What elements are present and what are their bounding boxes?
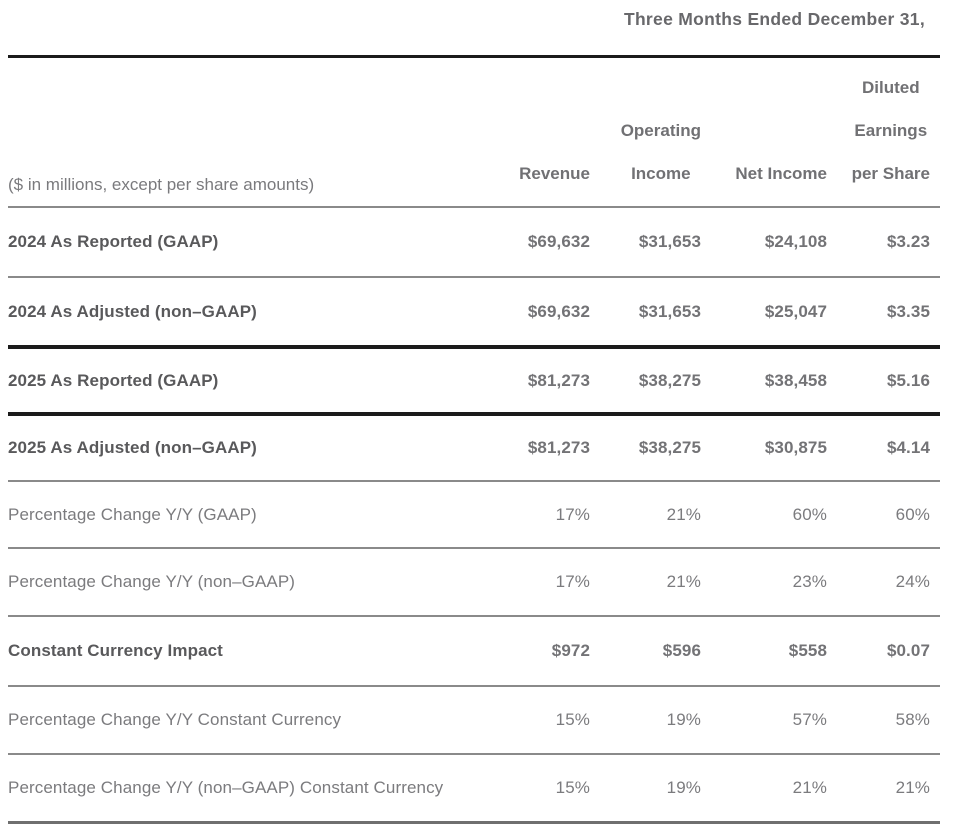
cell-revenue: $81,273 bbox=[527, 370, 590, 390]
cell-net-income: 21% bbox=[792, 778, 827, 797]
column-header-row: ($ in millions, except per share amounts… bbox=[8, 58, 940, 208]
row-label: 2025 As Reported (GAAP) bbox=[8, 370, 219, 390]
row-label: Constant Currency Impact bbox=[8, 641, 223, 660]
cell-operating-income: 21% bbox=[666, 504, 701, 524]
table-row: 2024 As Reported (GAAP) $69,632 $31,653 … bbox=[8, 208, 940, 278]
cell-diluted-eps: $0.07 bbox=[886, 641, 930, 660]
period-header-row: Three Months Ended December 31, bbox=[8, 0, 940, 58]
cell-net-income: 60% bbox=[792, 504, 827, 524]
column-header-net-income: Net Income bbox=[701, 58, 827, 206]
table-row: 2025 As Reported (GAAP) $81,273 $38,275 … bbox=[8, 349, 940, 416]
cell-net-income: $38,458 bbox=[764, 370, 827, 390]
cell-net-income: $25,047 bbox=[764, 301, 827, 321]
cell-net-income: $558 bbox=[788, 641, 827, 660]
row-label: Percentage Change Y/Y Constant Currency bbox=[8, 710, 342, 729]
cell-operating-income: $38,275 bbox=[638, 370, 701, 390]
cell-diluted-eps: $3.23 bbox=[886, 232, 930, 251]
column-header-revenue: Revenue bbox=[500, 58, 590, 206]
table-row: Percentage Change Y/Y (non–GAAP) 17% 21%… bbox=[8, 549, 940, 617]
cell-operating-income: $596 bbox=[662, 641, 701, 660]
cell-net-income: $24,108 bbox=[764, 232, 827, 251]
column-header-text: Diluted bbox=[861, 78, 920, 97]
cell-net-income: 23% bbox=[792, 572, 827, 591]
cell-operating-income: 19% bbox=[666, 778, 701, 797]
table-row: 2024 As Adjusted (non–GAAP) $69,632 $31,… bbox=[8, 278, 940, 349]
column-header-text: Revenue bbox=[519, 164, 590, 183]
row-label: 2025 As Adjusted (non–GAAP) bbox=[8, 438, 257, 457]
cell-diluted-eps: 58% bbox=[895, 710, 930, 729]
table-row: Percentage Change Y/Y (GAAP) 17% 21% 60%… bbox=[8, 482, 940, 549]
table-row: 2025 As Adjusted (non–GAAP) $81,273 $38,… bbox=[8, 416, 940, 482]
unit-note: ($ in millions, except per share amounts… bbox=[8, 175, 315, 194]
table-row: Percentage Change Y/Y Constant Currency … bbox=[8, 687, 940, 755]
cell-revenue: $81,273 bbox=[527, 438, 590, 457]
column-header-text: Operating bbox=[620, 121, 701, 140]
column-header-operating-income: Operating Income bbox=[590, 58, 701, 206]
column-header-text: per Share bbox=[851, 164, 930, 183]
cell-operating-income: $31,653 bbox=[638, 301, 701, 321]
cell-revenue: 17% bbox=[555, 572, 590, 591]
row-label: 2024 As Adjusted (non–GAAP) bbox=[8, 301, 257, 321]
cell-diluted-eps: 24% bbox=[895, 572, 930, 591]
row-label: 2024 As Reported (GAAP) bbox=[8, 232, 219, 251]
cell-revenue: 17% bbox=[555, 504, 590, 524]
unit-note-cell: ($ in millions, except per share amounts… bbox=[8, 58, 500, 206]
cell-operating-income: $31,653 bbox=[638, 232, 701, 251]
row-label: Percentage Change Y/Y (GAAP) bbox=[8, 504, 257, 524]
cell-operating-income: 19% bbox=[666, 710, 701, 729]
period-header: Three Months Ended December 31, bbox=[623, 9, 925, 29]
financial-summary-table: Three Months Ended December 31, ($ in mi… bbox=[8, 0, 940, 824]
row-label: Percentage Change Y/Y (non–GAAP) Constan… bbox=[8, 778, 444, 797]
cell-operating-income: 21% bbox=[666, 572, 701, 591]
column-header-diluted-eps: Diluted Earnings per Share bbox=[827, 58, 940, 206]
cell-revenue: 15% bbox=[555, 710, 590, 729]
cell-net-income: $30,875 bbox=[764, 438, 827, 457]
cell-net-income: 57% bbox=[792, 710, 827, 729]
cell-diluted-eps: 21% bbox=[895, 778, 930, 797]
cell-revenue: $69,632 bbox=[527, 301, 590, 321]
table-row: Percentage Change Y/Y (non–GAAP) Constan… bbox=[8, 755, 940, 824]
column-header-text: Earnings bbox=[854, 121, 928, 140]
table-row: Constant Currency Impact $972 $596 $558 … bbox=[8, 617, 940, 687]
cell-diluted-eps: $3.35 bbox=[886, 301, 930, 321]
column-header-text: Income bbox=[631, 164, 691, 183]
cell-revenue: $972 bbox=[551, 641, 590, 660]
cell-diluted-eps: $5.16 bbox=[886, 370, 930, 390]
cell-revenue: 15% bbox=[555, 778, 590, 797]
column-header-text: Net Income bbox=[735, 164, 827, 183]
cell-revenue: $69,632 bbox=[527, 232, 590, 251]
row-label: Percentage Change Y/Y (non–GAAP) bbox=[8, 572, 296, 591]
cell-diluted-eps: $4.14 bbox=[886, 438, 930, 457]
cell-diluted-eps: 60% bbox=[895, 504, 930, 524]
cell-operating-income: $38,275 bbox=[638, 438, 701, 457]
